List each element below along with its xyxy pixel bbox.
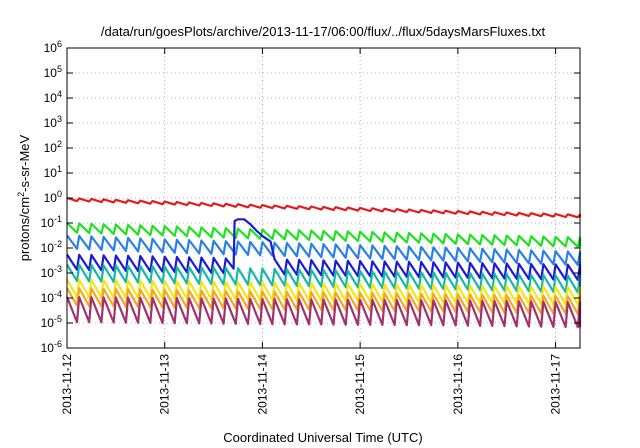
- y-tick-label-exponent: 0: [57, 189, 62, 199]
- y-tick-label-exponent: -4: [54, 289, 62, 299]
- x-axis-title: Coordinated Universal Time (UTC): [223, 430, 422, 445]
- y-tick-label-base: 10: [41, 291, 55, 305]
- y-tick-label: 101: [44, 164, 62, 180]
- y-tick-label: 10-6: [41, 339, 62, 355]
- y-tick-label-exponent: 3: [57, 114, 62, 124]
- x-tick-label: 2013-11-14: [255, 354, 269, 415]
- data-series-group: [65, 196, 582, 329]
- y-tick-label-base: 10: [44, 191, 58, 205]
- y-tick-label-exponent: 6: [57, 39, 62, 49]
- series-line-6: [66, 278, 582, 306]
- y-tick-label: 10-1: [41, 214, 62, 230]
- y-tick-label-base: 10: [41, 341, 55, 355]
- y-tick-label: 100: [44, 189, 62, 205]
- axis-ticks: [66, 47, 580, 349]
- x-tick-label: 2013-11-16: [451, 354, 465, 415]
- y-tick-label-base: 10: [44, 91, 58, 105]
- y-tick-label-exponent: -6: [54, 339, 62, 349]
- y-tick-label-exponent: 4: [57, 89, 62, 99]
- x-tick-label: 2013-11-17: [549, 354, 563, 415]
- y-tick-label: 103: [44, 114, 62, 130]
- series-line-1: [66, 196, 582, 219]
- y-tick-label-base: 10: [44, 141, 58, 155]
- x-tick-label: 2013-11-13: [158, 354, 172, 415]
- series-line-3: [66, 234, 582, 266]
- y-tick-label: 10-3: [41, 264, 62, 280]
- series-line-7: [66, 287, 582, 315]
- y-axis-title: protons/cm2-s-sr-MeV: [16, 134, 32, 261]
- y-tick-label-base: 10: [41, 241, 55, 255]
- y-tick-label-exponent: -3: [54, 264, 62, 274]
- y-tick-label-base: 10: [41, 216, 55, 230]
- y-tick-label-exponent: 1: [57, 164, 62, 174]
- y-axis-title-rest: -s-sr-MeV: [17, 134, 32, 191]
- y-tick-label: 10-2: [41, 239, 62, 255]
- y-tick-label: 10-5: [41, 314, 62, 330]
- y-tick-label-exponent: 5: [57, 64, 62, 74]
- x-tick-label: 2013-11-15: [353, 354, 367, 415]
- y-axis-title-base: protons/cm: [17, 197, 32, 261]
- y-tick-label: 102: [44, 139, 62, 155]
- series-line-4: [66, 218, 582, 281]
- chart-title: /data/run/goesPlots/archive/2013-11-17/0…: [101, 24, 546, 39]
- y-tick-label-base: 10: [44, 66, 58, 80]
- y-tick-label-base: 10: [44, 116, 58, 130]
- y-tick-label-exponent: -2: [54, 239, 62, 249]
- y-tick-label-base: 10: [41, 266, 55, 280]
- y-tick-label: 104: [44, 89, 62, 105]
- y-tick-label-base: 10: [41, 316, 55, 330]
- y-tick-label-exponent: -1: [54, 214, 62, 224]
- x-tick-label: 2013-11-12: [60, 354, 74, 415]
- series-line-2: [66, 222, 582, 248]
- y-tick-label: 105: [44, 64, 62, 80]
- y-tick-label-base: 10: [44, 41, 58, 55]
- y-tick-label: 10-4: [41, 289, 62, 305]
- y-tick-label: 106: [44, 39, 62, 55]
- y-tick-label-base: 10: [44, 166, 58, 180]
- y-tick-label-exponent: -5: [54, 314, 62, 324]
- y-tick-labels: 10-610-510-410-310-210-11001011021031041…: [41, 39, 62, 355]
- y-axis-title-sup: 2: [16, 192, 26, 197]
- series-line-8: [65, 296, 582, 329]
- x-tick-labels: 2013-11-12 2013-11-13 2013-11-14 2013-11-15…: [60, 354, 563, 415]
- series-line-5: [66, 263, 582, 294]
- y-tick-label-exponent: 2: [57, 139, 62, 149]
